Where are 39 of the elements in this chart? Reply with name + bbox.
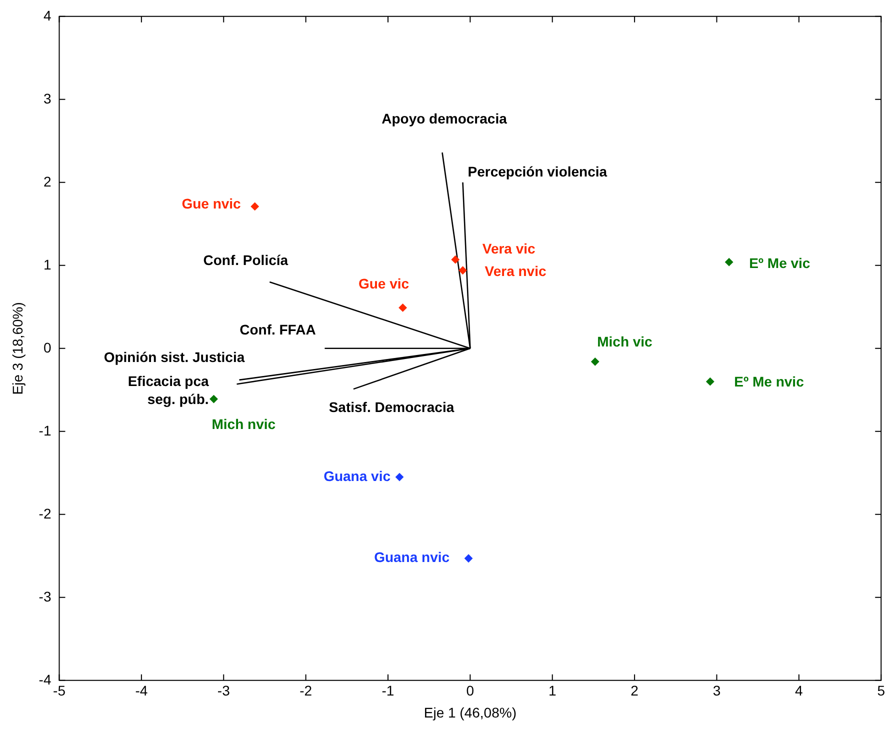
annotation: Guana vic <box>324 468 391 484</box>
annotation: Eº Me vic <box>749 254 810 271</box>
x-tick-label: -3 <box>217 682 230 699</box>
annotation: Gue nvic <box>182 195 242 212</box>
y-tick-label: 1 <box>43 256 52 272</box>
series-label: Opinión sist. Justicia <box>104 348 245 365</box>
series-label: Percepción violencia <box>468 163 608 180</box>
x-tick-label: -5 <box>53 682 66 699</box>
y-tick-label: -2 <box>38 505 52 522</box>
y-tick-label: 0 <box>43 339 52 356</box>
text: Eficacia pca seg. púb. <box>128 372 209 407</box>
y-tick-label: -1 <box>38 422 52 438</box>
y-axis-title: Eje 3 (18,60%) <box>9 302 26 395</box>
x-tick-label: -1 <box>382 682 394 699</box>
x-tick-label: 5 <box>877 682 886 699</box>
y-tick-label: -3 <box>38 588 52 604</box>
text: Apoyo democracia <box>382 110 508 126</box>
series-label: Conf. Policía <box>203 252 288 268</box>
annotation: Mich vic <box>597 334 653 350</box>
x-tick-label: 2 <box>630 682 639 699</box>
annotation: Eº Me nvic <box>734 373 804 390</box>
x-tick-label: -4 <box>135 682 148 699</box>
annotation: Mich nvic <box>212 416 276 432</box>
x-tick-label: 4 <box>795 682 804 699</box>
series-label: Conf. FFAA <box>240 321 316 338</box>
annotation: Guana nvic <box>374 549 450 566</box>
y-tick-label: -4 <box>38 671 52 688</box>
y-tick-label: 2 <box>43 173 52 190</box>
y-tick-label: 3 <box>43 90 52 106</box>
x-tick-label: 0 <box>466 682 474 699</box>
y-tick-label: 4 <box>43 7 52 24</box>
x-tick-label: 1 <box>548 682 556 699</box>
x-tick-label: 3 <box>712 682 721 699</box>
series-label: Satisf. Democracia <box>328 398 454 415</box>
annotation: Vera vic <box>482 240 536 256</box>
x-axis-title: Eje 1 (46,08%) <box>424 704 516 720</box>
x-tick-label: -2 <box>300 682 312 699</box>
annotation: Vera nvic <box>484 263 546 280</box>
annotation: Gue vic <box>358 276 410 292</box>
